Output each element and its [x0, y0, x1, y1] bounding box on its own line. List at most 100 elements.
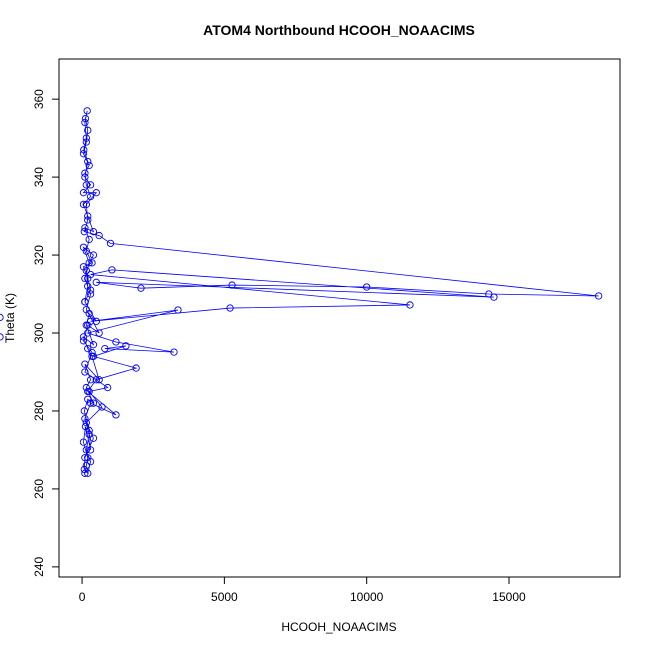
- data-point: [80, 146, 88, 154]
- data-point: [92, 278, 100, 286]
- data-point: [108, 266, 116, 274]
- data-point: [81, 173, 89, 181]
- data-point: [88, 348, 96, 357]
- data-point: [85, 161, 93, 170]
- y-tick-label: 240: [32, 557, 46, 577]
- data-point: [85, 426, 93, 435]
- data-point: [79, 243, 88, 251]
- data-point: [89, 251, 98, 259]
- data-point: [95, 231, 103, 240]
- data-point: [79, 200, 88, 209]
- data-point: [86, 399, 95, 407]
- data-point: [112, 338, 120, 346]
- chart-title: ATOM4 Northbound HCOOH_NOAACIMS: [203, 22, 475, 38]
- data-point: [81, 469, 89, 477]
- data-point: [92, 189, 100, 197]
- data-point: [80, 228, 88, 236]
- x-axis-label: HCOOH_NOAACIMS: [281, 620, 396, 634]
- y-tick-label: 360: [32, 89, 46, 109]
- data-point: [84, 321, 92, 329]
- data-point: [81, 415, 89, 423]
- data-point: [82, 461, 90, 470]
- data-point: [84, 216, 92, 224]
- data-point: [89, 228, 98, 236]
- data-point: [104, 383, 112, 392]
- data-point: [84, 282, 92, 290]
- data-point: [84, 344, 92, 353]
- data-point: [79, 333, 88, 341]
- data-point: [79, 337, 88, 345]
- data-point: [490, 293, 498, 301]
- data-point: [88, 259, 96, 267]
- data-point: [112, 411, 120, 419]
- data-point: [84, 157, 92, 166]
- data-point: [137, 284, 145, 292]
- data-point: [82, 134, 90, 142]
- data-point: [86, 181, 95, 189]
- data-point: [95, 376, 103, 384]
- data-point: [226, 304, 234, 312]
- data-point: [92, 317, 100, 325]
- data-point: [83, 107, 91, 115]
- data-point: [81, 118, 89, 127]
- data-point: [89, 341, 98, 349]
- data-point: [84, 212, 92, 220]
- data-point: [86, 270, 95, 279]
- data-point: [595, 292, 603, 300]
- x-tick-label: 0: [79, 590, 86, 604]
- data-point: [101, 344, 109, 353]
- data-point: [89, 352, 98, 361]
- data-point: [86, 290, 95, 298]
- data-point: [81, 368, 89, 376]
- y-tick-label: 300: [32, 323, 46, 343]
- data-point: [82, 419, 90, 427]
- data-point: [81, 169, 89, 177]
- data-point: [81, 224, 89, 232]
- data-point: [92, 376, 100, 384]
- data-point: [82, 200, 90, 209]
- data-point: [81, 422, 90, 431]
- data-point: [81, 274, 89, 283]
- x-tick-label: 5000: [211, 590, 238, 604]
- data-point: [79, 438, 88, 446]
- data-point: [174, 306, 182, 314]
- data-point: [95, 329, 103, 337]
- y-axis-label: Theta (K): [3, 293, 17, 343]
- data-point: [81, 454, 89, 462]
- data-point: [86, 376, 95, 384]
- y-tick-label: 280: [32, 401, 46, 421]
- data-point: [106, 239, 115, 248]
- data-point: [82, 181, 90, 189]
- data-point: [79, 150, 88, 158]
- data-point: [86, 192, 95, 201]
- data-point: [0, 313, 4, 322]
- y-tick-label: 340: [32, 167, 46, 187]
- data-point: [122, 342, 130, 350]
- data-point: [485, 290, 493, 298]
- data-point: [82, 266, 90, 275]
- data-point: [98, 403, 106, 411]
- data-point: [82, 446, 90, 454]
- data-point: [80, 465, 88, 474]
- data-point: [84, 126, 92, 134]
- data-point: [85, 430, 93, 438]
- data-point: [80, 407, 88, 415]
- y-tick-label: 320: [32, 245, 46, 265]
- data-point: [85, 235, 93, 244]
- x-tick-label: 15000: [492, 590, 526, 604]
- data-point: [406, 301, 414, 309]
- data-point: [86, 446, 95, 454]
- data-point: [81, 114, 90, 123]
- data-point: [170, 348, 178, 356]
- data-point: [86, 457, 95, 466]
- data-point: [81, 360, 89, 368]
- data-point: [89, 399, 98, 407]
- x-tick-label: 10000: [350, 590, 384, 604]
- data-point: [0, 333, 4, 341]
- data-point: [85, 387, 93, 396]
- data-point: [132, 364, 140, 372]
- data-point: [363, 283, 371, 291]
- data-point: [85, 259, 93, 267]
